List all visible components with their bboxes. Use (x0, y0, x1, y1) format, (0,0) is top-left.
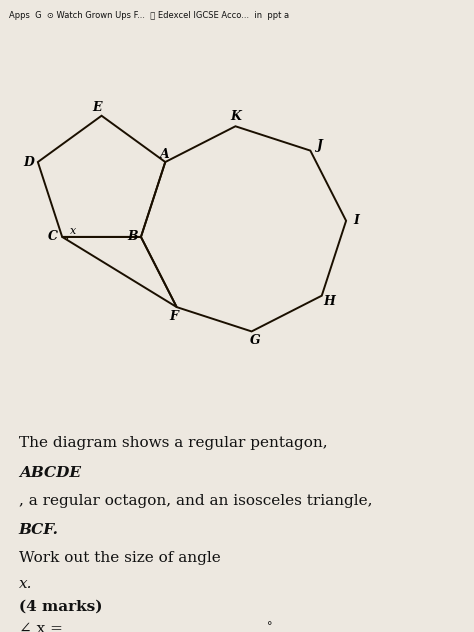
Text: C: C (48, 231, 58, 243)
Text: H: H (324, 296, 336, 308)
Text: B: B (128, 231, 138, 243)
Text: BCF.: BCF. (19, 523, 59, 537)
Text: The diagram shows a regular pentagon,: The diagram shows a regular pentagon, (19, 436, 332, 450)
Text: ∠ x =: ∠ x = (19, 622, 63, 632)
Text: I: I (354, 214, 359, 228)
Text: (4 marks): (4 marks) (19, 600, 102, 614)
Text: x.: x. (19, 578, 32, 592)
Text: G: G (249, 334, 260, 348)
Text: F: F (169, 310, 178, 323)
Text: Apps  G  ⊙ Watch Grown Ups F...  🌐 Edexcel IGCSE Acco...  in  ppt a: Apps G ⊙ Watch Grown Ups F... 🌐 Edexcel … (9, 11, 290, 20)
Text: K: K (230, 111, 241, 123)
Text: x: x (70, 226, 76, 236)
Text: J: J (317, 140, 323, 152)
Text: ABCDE: ABCDE (19, 466, 81, 480)
Text: A: A (160, 148, 170, 161)
Text: E: E (92, 101, 101, 114)
Text: Work out the size of angle: Work out the size of angle (19, 551, 226, 565)
Text: D: D (23, 155, 34, 169)
Text: °: ° (267, 622, 273, 632)
Text: , a regular octagon, and an isosceles triangle,: , a regular octagon, and an isosceles tr… (19, 494, 377, 509)
